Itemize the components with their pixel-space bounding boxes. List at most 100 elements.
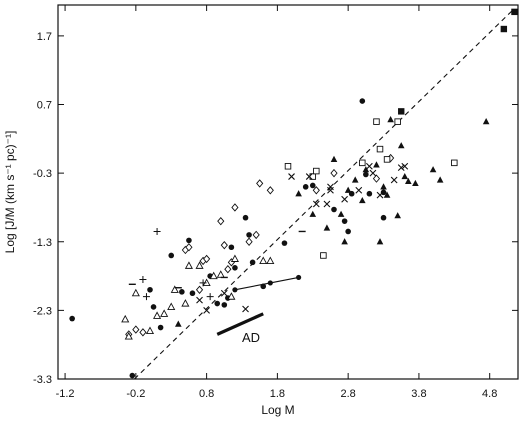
point-open-diamond [217,216,225,226]
point-filled-triangle [337,210,345,217]
point-open-diamond [185,243,193,252]
x-tick-label: 2.8 [341,388,356,400]
point-filled-triangle [373,161,380,168]
point-open-square [376,145,384,153]
point-filled-circle [249,259,256,266]
plot-frame [57,4,519,380]
point-cross [365,162,373,170]
point-open-triangle [145,326,155,335]
point-filled-circle [157,324,164,331]
point-x [196,296,203,304]
point-plus [206,293,214,301]
connected-segment [234,276,299,291]
point-filled-circle [281,240,288,246]
point-filled-triangle [482,118,490,125]
point-open-triangle [170,285,179,293]
point-filled-circle [345,228,351,235]
segment-point [296,274,302,281]
point-open-diamond [231,203,239,212]
point-filled-triangle [412,179,419,187]
fit-line-group [134,8,515,380]
point-open-triangle [181,299,190,307]
point-filled-circle [359,98,366,104]
point-filled-triangle [323,224,331,231]
point-filled-triangle [362,166,370,173]
fit-line [134,8,515,380]
point-filled-triangle [397,142,405,149]
point-filled-circle [331,206,337,213]
point-cross [323,200,331,208]
point-open-triangle [124,332,133,340]
point-filled-circle [228,244,235,251]
axes-frame [57,4,519,380]
point-filled-triangle [436,176,444,183]
y-tick-label: -2.3 [33,305,52,317]
point-filled-triangle [380,183,387,190]
x-tick-label: 4.8 [482,388,497,400]
x-tick-label: 0.8 [199,388,214,400]
point-open-square [373,118,380,125]
segment-point [267,280,273,286]
point-filled-circle [232,265,238,271]
point-filled-circle [186,237,192,244]
point-filled-triangle [175,320,182,327]
point-filled-triangle [394,212,401,219]
point-open-square [313,167,320,175]
data-points [69,8,518,379]
x-tick-label: -1.2 [56,388,75,400]
point-filled-circle [242,214,249,221]
point-filled-circle [260,283,267,290]
y-tick-label: 0.7 [37,100,52,112]
point-filled-circle [147,286,153,293]
point-filled-circle [189,290,196,297]
point-filled-circle [246,232,252,238]
point-open-square [383,156,391,163]
y-ticks: 1.7 0.7 -0.3 -1.3 -2.3 -3.3 [33,31,518,386]
x-ticks: -1.2 -0.2 0.8 1.8 2.8 3.8 4.8 [56,5,497,400]
point-open-triangle [209,271,218,280]
point-filled-triangle [401,172,409,180]
point-open-square [284,163,292,170]
point-open-triangle [216,270,225,278]
point-filled-circle [129,372,136,379]
point-filled-triangle [295,190,302,197]
point-filled-circle [363,171,369,178]
point-open-diamond [312,186,320,195]
point-open-diamond [224,265,232,274]
annotation-ad: AD [242,330,260,345]
point-cross [203,306,211,314]
y-tick-label: -3.3 [33,374,52,386]
point-filled-circle [69,315,75,322]
point-filled-circle [302,184,309,190]
point-filled-circle [221,302,228,308]
point-open-diamond [139,328,147,337]
point-open-triangle [259,256,268,265]
point-filled-square [511,8,518,16]
point-open-square [320,252,327,259]
point-open-triangle [195,261,204,269]
point-open-square [359,159,366,167]
point-open-diamond [220,240,228,250]
point-open-square [451,159,458,167]
point-cross [390,176,398,184]
point-filled-circle [341,218,348,224]
point-filled-circle [309,182,316,189]
ad-track [216,312,264,336]
point-open-triangle [227,292,236,300]
point-open-triangle [153,311,162,319]
point-open-diamond [195,285,204,294]
x-axis-title: Log M [261,403,294,417]
point-open-triangle [266,256,275,265]
y-tick-label: 1.7 [37,31,52,43]
point-filled-square [500,25,508,33]
point-open-triangle [131,288,140,297]
point-open-triangle [184,261,193,269]
point-filled-circle [214,300,221,307]
x-tick-label: 1.8 [270,388,285,400]
point-open-diamond [252,230,260,240]
point-filled-circle [179,289,185,295]
point-open-diamond [256,179,264,188]
point-filled-circle [366,190,373,197]
point-x [327,183,334,191]
point-open-square [394,118,401,125]
